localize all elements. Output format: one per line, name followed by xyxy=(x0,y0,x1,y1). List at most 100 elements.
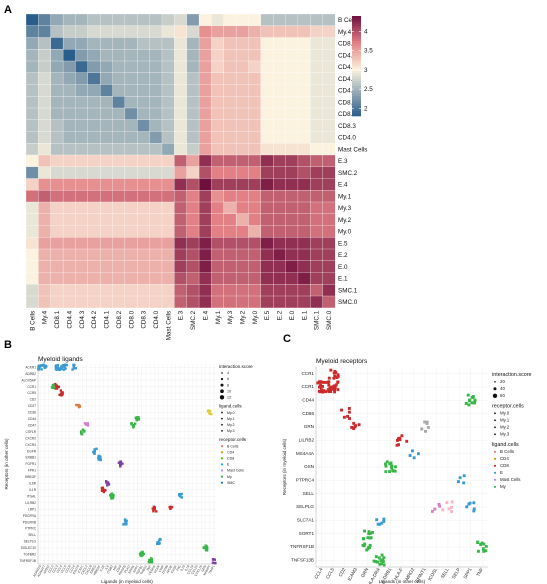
heatmap-cell xyxy=(161,260,175,273)
heatmap-cell xyxy=(62,25,76,38)
data-point xyxy=(450,506,453,509)
heatmap-cell xyxy=(211,131,225,144)
heatmap-cell xyxy=(260,119,274,132)
heatmap-cell xyxy=(100,154,113,168)
legend-shape-label: My.1 xyxy=(500,418,510,423)
heatmap-cell xyxy=(124,248,138,262)
heatmap-cell xyxy=(112,225,126,238)
heatmap-cell xyxy=(235,60,249,74)
heatmap-cell xyxy=(174,272,188,285)
data-point xyxy=(352,427,356,431)
heatmap-cell xyxy=(235,166,249,179)
legend-size-symbol xyxy=(219,395,225,400)
heatmap-col-label: B Cells xyxy=(29,311,36,331)
heatmap-cell xyxy=(322,237,336,250)
heatmap-cell xyxy=(211,295,225,309)
heatmap-cell xyxy=(297,190,311,203)
colorbar-step xyxy=(352,16,361,19)
heatmap-cell xyxy=(50,84,64,97)
heatmap-cell xyxy=(75,166,89,179)
heatmap-cell xyxy=(174,13,188,27)
heatmap-cell xyxy=(223,154,237,168)
heatmap-cell xyxy=(223,248,237,262)
heatmap-cell xyxy=(25,190,39,203)
heatmap-row-label: E.2 xyxy=(338,252,348,259)
heatmap-cell xyxy=(112,60,126,74)
heatmap-cell xyxy=(198,37,212,50)
data-point xyxy=(398,436,402,440)
heatmap-cell xyxy=(273,25,286,38)
heatmap-cell xyxy=(322,131,336,144)
heatmap-cell xyxy=(50,49,64,62)
heatmap-cell xyxy=(25,260,39,273)
heatmap-cell xyxy=(273,13,286,27)
heatmap-col-label: E.1 xyxy=(301,310,308,320)
heatmap-cell xyxy=(285,237,299,250)
x-tick-label: ICAM3 xyxy=(347,567,359,582)
data-point xyxy=(484,544,488,548)
heatmap-cell xyxy=(137,166,150,179)
heatmap-cell xyxy=(310,272,323,285)
heatmap-cell xyxy=(322,49,336,62)
data-point xyxy=(140,551,143,555)
data-point xyxy=(112,494,115,497)
heatmap-cell xyxy=(211,96,225,109)
heatmap-cell xyxy=(211,107,225,121)
x-tick-label: VCAN xyxy=(153,564,161,574)
x-tick-label: VSIR xyxy=(158,564,166,573)
heatmap-cell xyxy=(149,295,163,309)
heatmap-cell xyxy=(75,37,89,50)
heatmap-cell xyxy=(25,84,39,97)
data-point xyxy=(333,385,337,389)
heatmap-cell xyxy=(124,260,138,273)
data-point xyxy=(400,434,404,438)
heatmap-cell xyxy=(75,237,89,250)
data-point xyxy=(61,391,64,394)
colorbar-tick-label: 3 xyxy=(364,67,368,74)
heatmap-cell xyxy=(186,272,200,285)
heatmap-cell xyxy=(198,260,212,273)
data-point xyxy=(424,429,427,433)
heatmap-cell xyxy=(285,295,299,309)
heatmap-cell xyxy=(273,131,286,144)
heatmap-cell xyxy=(211,248,225,262)
heatmap-cell xyxy=(25,131,39,144)
heatmap-cell xyxy=(235,84,249,97)
data-point xyxy=(447,507,451,511)
data-point xyxy=(375,518,379,522)
legend-color-title: ligand.cells xyxy=(492,442,519,448)
data-point xyxy=(38,364,41,368)
data-point xyxy=(180,496,184,499)
heatmap-cell xyxy=(273,260,286,273)
legend-shape-label: My.2 xyxy=(500,425,510,430)
heatmap-cell xyxy=(322,201,336,215)
heatmap-cell xyxy=(310,25,323,38)
data-point xyxy=(450,510,454,514)
x-tick-label: CCL2 xyxy=(47,564,55,573)
heatmap-cell xyxy=(124,25,138,38)
heatmap-cell xyxy=(100,201,113,215)
heatmap-cell xyxy=(285,119,299,132)
heatmap-cell xyxy=(112,178,126,191)
legend-color-symbol xyxy=(220,481,224,484)
data-point xyxy=(140,553,143,556)
colorbar-step xyxy=(352,91,361,94)
heatmap-cell xyxy=(186,96,200,109)
data-point xyxy=(148,558,151,562)
heatmap-cell xyxy=(25,166,39,179)
data-point xyxy=(467,502,471,506)
data-point xyxy=(210,412,213,416)
data-point xyxy=(152,510,155,513)
heatmap-row-label: B Cells xyxy=(338,17,358,24)
y-axis-label: Receptors (in myeloid cells) xyxy=(282,438,287,495)
legend-color-label: B Cells xyxy=(227,444,239,448)
data-point xyxy=(121,462,124,465)
heatmap-cell xyxy=(87,178,101,191)
heatmap-cell xyxy=(310,201,323,215)
data-point xyxy=(56,363,60,367)
heatmap-cell xyxy=(198,72,212,85)
heatmap-cell xyxy=(322,190,336,203)
data-point xyxy=(207,409,210,412)
heatmap-cell xyxy=(137,178,150,191)
heatmap-cell xyxy=(62,284,76,297)
